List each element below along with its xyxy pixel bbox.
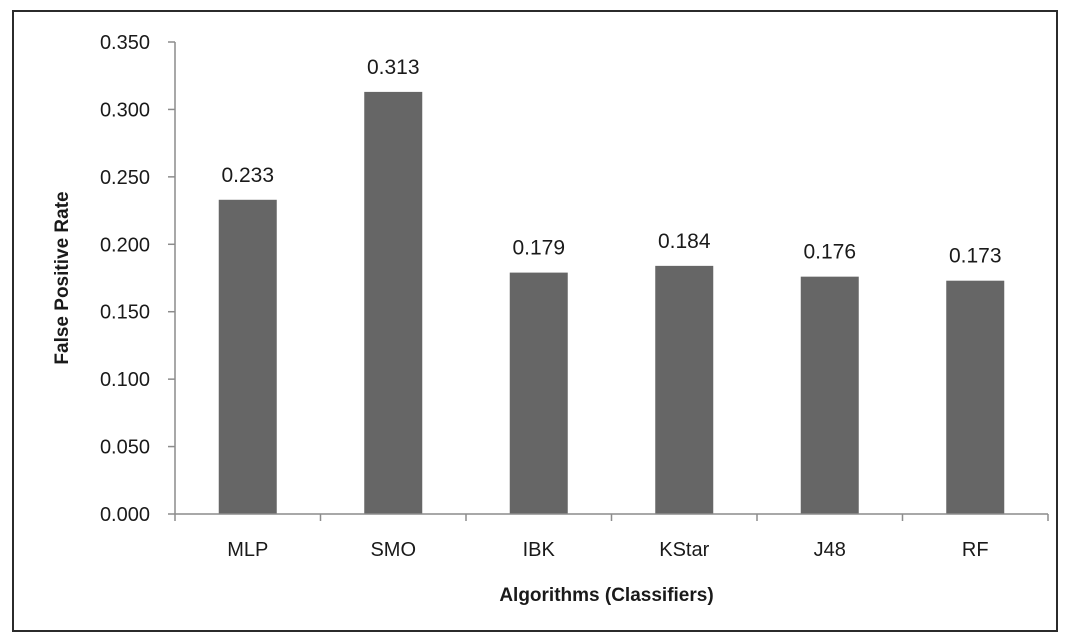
y-tick-label: 0.300 (100, 99, 150, 121)
y-tick-label: 0.250 (100, 167, 150, 189)
x-tick-label: SMO (370, 539, 416, 561)
x-axis-title: Algorithms (Classifiers) (499, 585, 713, 606)
bar-rf (946, 280, 1005, 514)
x-tick-label: MLP (227, 539, 268, 561)
bar-mlp (218, 199, 277, 515)
bar-smo (364, 91, 423, 514)
bar-j48 (800, 276, 859, 514)
x-axis-ticks: MLP SMO IBK KStar J48 RF (174, 514, 1049, 561)
data-labels: 0.233 0.313 0.179 0.184 0.176 0.173 (221, 56, 1001, 268)
y-tick-label: 0.050 (100, 437, 150, 459)
y-tick-label: 0.000 (100, 504, 150, 526)
data-label-rf: 0.173 (949, 245, 1002, 268)
x-tick-label: KStar (659, 539, 709, 561)
bar-kstar (655, 265, 714, 514)
x-tick-label: RF (962, 539, 989, 561)
plot-area: 0.000 0.050 0.100 0.150 0.200 0.250 0.300 0.350… (100, 32, 1049, 561)
data-label-j48: 0.176 (803, 241, 856, 264)
y-tick-label: 0.350 (100, 32, 150, 54)
x-tick-label: J48 (814, 539, 846, 561)
y-tick-label: 0.200 (100, 234, 150, 256)
bar-ibk (509, 272, 568, 514)
x-tick-label: IBK (523, 539, 556, 561)
data-label-mlp: 0.233 (221, 164, 274, 187)
data-label-smo: 0.313 (367, 56, 420, 79)
bars (218, 91, 1005, 515)
y-axis-title: False Positive Rate (52, 191, 73, 364)
data-label-ibk: 0.179 (512, 237, 565, 260)
y-tick-label: 0.100 (100, 369, 150, 391)
y-axis-ticks: 0.000 0.050 0.100 0.150 0.200 0.250 0.300 0.350 (100, 32, 175, 526)
data-label-kstar: 0.184 (658, 230, 711, 253)
y-tick-label: 0.150 (100, 302, 150, 324)
